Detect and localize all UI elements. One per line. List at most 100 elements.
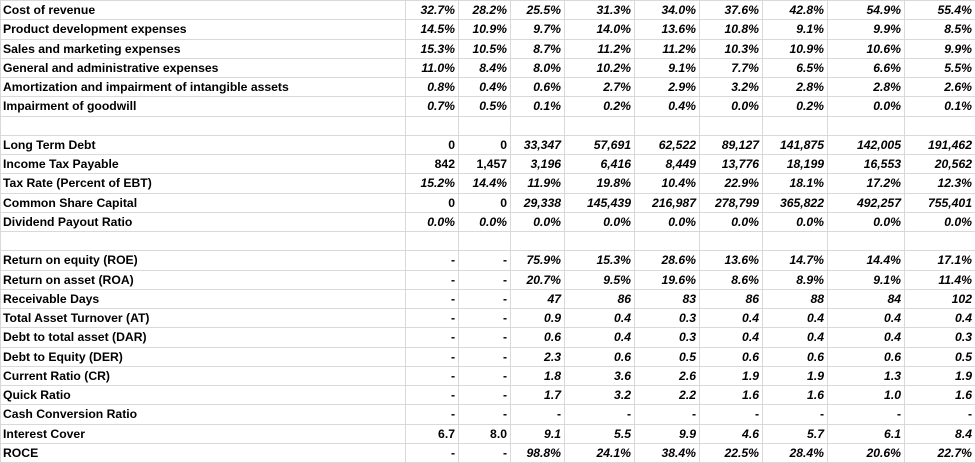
value-cell[interactable]: 28.6%	[635, 251, 700, 270]
value-cell[interactable]: 28.2%	[459, 1, 511, 20]
value-cell[interactable]: 25.5%	[511, 1, 565, 20]
value-cell[interactable]: 34.0%	[635, 1, 700, 20]
value-cell[interactable]: 10.9%	[459, 20, 511, 39]
value-cell[interactable]: 38.4%	[635, 443, 700, 462]
value-cell[interactable]: 9.1%	[828, 270, 905, 289]
value-cell[interactable]: -	[565, 405, 635, 424]
row-label[interactable]: Long Term Debt	[1, 135, 406, 154]
value-cell[interactable]: 0.3	[635, 309, 700, 328]
value-cell[interactable]: 0.5	[905, 347, 975, 366]
value-cell[interactable]: 6.6%	[828, 58, 905, 77]
value-cell[interactable]: 365,822	[763, 193, 828, 212]
value-cell[interactable]: -	[459, 251, 511, 270]
value-cell[interactable]: -	[406, 366, 459, 385]
value-cell[interactable]: 0.4	[700, 328, 763, 347]
value-cell[interactable]: 6,416	[565, 155, 635, 174]
value-cell[interactable]: 75.9%	[511, 251, 565, 270]
value-cell[interactable]: -	[406, 443, 459, 462]
value-cell[interactable]: 16,553	[828, 155, 905, 174]
value-cell[interactable]: 9.9	[635, 424, 700, 443]
row-label[interactable]: Impairment of goodwill	[1, 97, 406, 116]
value-cell[interactable]: 15.3%	[406, 39, 459, 58]
value-cell[interactable]	[763, 116, 828, 135]
value-cell[interactable]: 42.8%	[763, 1, 828, 20]
value-cell[interactable]: 0.6	[700, 347, 763, 366]
value-cell[interactable]	[565, 232, 635, 251]
value-cell[interactable]: 6.1	[828, 424, 905, 443]
value-cell[interactable]	[905, 232, 975, 251]
value-cell[interactable]: 8.0%	[511, 58, 565, 77]
value-cell[interactable]: 2.9%	[635, 78, 700, 97]
value-cell[interactable]: 0.0%	[828, 97, 905, 116]
value-cell[interactable]: 216,987	[635, 193, 700, 212]
value-cell[interactable]: -	[828, 405, 905, 424]
value-cell[interactable]: -	[459, 328, 511, 347]
value-cell[interactable]: 9.1%	[763, 20, 828, 39]
value-cell[interactable]: 88	[763, 289, 828, 308]
value-cell[interactable]: 9.9%	[828, 20, 905, 39]
value-cell[interactable]: 0.4	[828, 328, 905, 347]
row-label[interactable]: Return on asset (ROA)	[1, 270, 406, 289]
value-cell[interactable]: 0.6	[763, 347, 828, 366]
value-cell[interactable]: -	[406, 328, 459, 347]
value-cell[interactable]: 6.7	[406, 424, 459, 443]
value-cell[interactable]: 0.3	[905, 328, 975, 347]
value-cell[interactable]: 14.4%	[459, 174, 511, 193]
value-cell[interactable]: 15.3%	[565, 251, 635, 270]
row-label[interactable]: Amortization and impairment of intangibl…	[1, 78, 406, 97]
row-label[interactable]: General and administrative expenses	[1, 58, 406, 77]
value-cell[interactable]: 1.9	[905, 366, 975, 385]
value-cell[interactable]: 13.6%	[635, 20, 700, 39]
value-cell[interactable]	[511, 116, 565, 135]
value-cell[interactable]: 22.7%	[905, 443, 975, 462]
row-label[interactable]: Debt to Equity (DER)	[1, 347, 406, 366]
value-cell[interactable]: -	[406, 270, 459, 289]
value-cell[interactable]: 5.5%	[905, 58, 975, 77]
value-cell[interactable]: 37.6%	[700, 1, 763, 20]
value-cell[interactable]: 191,462	[905, 135, 975, 154]
row-label[interactable]: Total Asset Turnover (AT)	[1, 309, 406, 328]
value-cell[interactable]: 5.5	[565, 424, 635, 443]
value-cell[interactable]: 11.0%	[406, 58, 459, 77]
row-label[interactable]: Cost of revenue	[1, 1, 406, 20]
value-cell[interactable]: 17.1%	[905, 251, 975, 270]
value-cell[interactable]: 0.1%	[511, 97, 565, 116]
value-cell[interactable]: 57,691	[565, 135, 635, 154]
value-cell[interactable]: 145,439	[565, 193, 635, 212]
value-cell[interactable]: 9.7%	[511, 20, 565, 39]
value-cell[interactable]: 8.0	[459, 424, 511, 443]
value-cell[interactable]	[828, 232, 905, 251]
value-cell[interactable]: 0.4	[763, 309, 828, 328]
value-cell[interactable]: 0.9	[511, 309, 565, 328]
value-cell[interactable]: 9.9%	[905, 39, 975, 58]
row-label[interactable]: Tax Rate (Percent of EBT)	[1, 174, 406, 193]
value-cell[interactable]: 8.4%	[459, 58, 511, 77]
value-cell[interactable]: 11.2%	[635, 39, 700, 58]
row-label[interactable]: Common Share Capital	[1, 193, 406, 212]
value-cell[interactable]: 8.4	[905, 424, 975, 443]
value-cell[interactable]: -	[459, 443, 511, 462]
value-cell[interactable]: 2.6%	[905, 78, 975, 97]
value-cell[interactable]: -	[511, 405, 565, 424]
value-cell[interactable]: 9.1%	[635, 58, 700, 77]
value-cell[interactable]: 1.6	[700, 386, 763, 405]
value-cell[interactable]: 278,799	[700, 193, 763, 212]
value-cell[interactable]: 9.5%	[565, 270, 635, 289]
value-cell[interactable]: 0.8%	[406, 78, 459, 97]
row-label[interactable]: Product development expenses	[1, 20, 406, 39]
value-cell[interactable]: 0.0%	[763, 212, 828, 231]
value-cell[interactable]: 98.8%	[511, 443, 565, 462]
value-cell[interactable]	[459, 116, 511, 135]
value-cell[interactable]: 19.6%	[635, 270, 700, 289]
value-cell[interactable]: 0.0%	[406, 212, 459, 231]
value-cell[interactable]: 0.2%	[565, 97, 635, 116]
value-cell[interactable]: 1,457	[459, 155, 511, 174]
value-cell[interactable]	[635, 116, 700, 135]
value-cell[interactable]	[406, 232, 459, 251]
value-cell[interactable]: 1.9	[700, 366, 763, 385]
value-cell[interactable]	[763, 232, 828, 251]
value-cell[interactable]: 0	[459, 135, 511, 154]
row-label[interactable]	[1, 116, 406, 135]
value-cell[interactable]	[905, 116, 975, 135]
value-cell[interactable]: 0.3	[635, 328, 700, 347]
